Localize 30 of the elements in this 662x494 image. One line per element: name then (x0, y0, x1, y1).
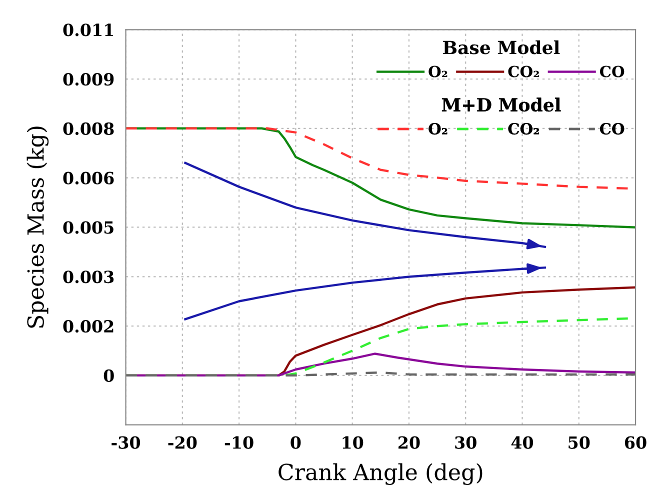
legend-label: CO (600, 66, 624, 78)
legend-label: O₂ (428, 123, 448, 135)
y-tick-label: 0.005 (63, 221, 114, 234)
line-series (184, 162, 546, 248)
legend-label: O₂ (428, 66, 448, 78)
text: M+D Model (442, 98, 561, 112)
y-tick-label: 0.011 (63, 24, 114, 36)
x-tick-label: 0 (290, 436, 301, 449)
y-tick-label: 0.008 (63, 122, 114, 136)
legend-label: CO₂ (508, 123, 539, 135)
text: Base Model (443, 40, 560, 54)
y-axis-title: Species Mass (kg) (26, 126, 49, 328)
x-tick-label: 40 (511, 436, 534, 449)
x-tick-label: 10 (342, 436, 364, 449)
x-axis-title: Crank Angle (deg) (278, 463, 482, 486)
y-tick-label: 0.006 (63, 172, 114, 184)
x-tick-label: 50 (568, 436, 590, 449)
legend-label: CO₂ (508, 66, 539, 78)
x-tick-label: 30 (455, 436, 476, 449)
y-tick-label: 0.009 (63, 73, 114, 86)
y-tick-label: 0 (104, 369, 114, 382)
x-tick-label: 20 (398, 436, 420, 449)
legend-label: CO (600, 123, 624, 135)
y-tick-label: 0.002 (63, 320, 114, 333)
x-tick-label: -30 (112, 436, 140, 449)
y-tick-label: 0.003 (63, 270, 114, 284)
x-tick-label: -20 (168, 436, 197, 449)
line-series (184, 266, 546, 320)
x-tick-label: -10 (224, 436, 254, 449)
x-tick-label: 60 (624, 436, 646, 449)
